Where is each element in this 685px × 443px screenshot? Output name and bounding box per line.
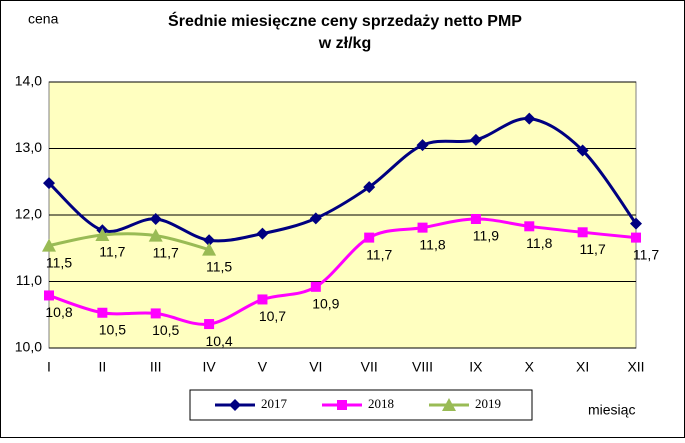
x-tick-label: I	[47, 359, 51, 375]
data-point	[257, 294, 268, 305]
chart-subtitle: w zł/kg	[318, 35, 371, 52]
data-point	[148, 228, 163, 242]
data-point	[363, 181, 376, 194]
x-tick-label: V	[258, 359, 268, 375]
y-tick-label: 12,0	[15, 206, 42, 222]
data-point	[523, 112, 536, 125]
y-axis-label: cena	[28, 11, 59, 27]
legend-label: 2017	[261, 396, 288, 411]
data-point	[364, 232, 375, 243]
x-tick-label: VIII	[412, 359, 433, 375]
legend-marker	[337, 400, 347, 410]
y-tick-label: 11,0	[16, 272, 42, 288]
data-point	[309, 212, 322, 225]
data-point	[470, 213, 481, 224]
data-label: 11,5	[206, 258, 232, 274]
data-point	[42, 238, 56, 252]
data-point	[203, 234, 216, 247]
x-tick-label: XI	[576, 359, 589, 375]
data-point	[469, 133, 482, 146]
x-tick-label: IX	[469, 359, 483, 375]
data-point	[577, 227, 588, 238]
data-label: 11,8	[419, 236, 445, 252]
data-label: 10,9	[312, 296, 339, 312]
data-label: 11,7	[633, 246, 659, 262]
data-point	[416, 139, 429, 152]
legend-marker	[229, 399, 241, 411]
data-point	[630, 217, 642, 230]
x-tick-label: VII	[361, 359, 378, 375]
data-point	[310, 281, 321, 292]
x-axis-label: miesiąc	[588, 402, 635, 418]
legend-label: 2018	[368, 396, 394, 411]
data-label: 10,8	[45, 304, 72, 320]
data-point	[204, 319, 215, 330]
chart-title: Średnie miesięczne ceny sprzedaży netto …	[168, 11, 522, 30]
data-point	[97, 307, 108, 318]
data-label: 11,8	[526, 235, 552, 251]
x-tick-label: III	[150, 359, 162, 375]
data-point	[149, 212, 162, 225]
y-tick-label: 14,0	[15, 73, 42, 89]
data-label: 10,7	[259, 308, 286, 324]
legend-label: 2019	[475, 396, 501, 411]
x-tick-label: IV	[202, 359, 216, 375]
data-label: 10,5	[99, 321, 126, 337]
y-tick-label: 10,0	[15, 339, 42, 355]
x-tick-label: XII	[627, 359, 644, 375]
data-label: 10,5	[152, 322, 179, 338]
data-point	[43, 177, 55, 190]
data-point	[256, 227, 269, 240]
data-point	[150, 308, 161, 319]
data-point	[524, 221, 535, 232]
data-label: 10,4	[205, 333, 232, 349]
data-point	[202, 242, 217, 256]
x-tick-label: VI	[309, 359, 322, 375]
data-label: 11,7	[99, 244, 125, 260]
data-label: 11,5	[46, 254, 72, 270]
data-point	[576, 144, 589, 157]
x-tick-label: X	[525, 359, 535, 375]
data-point	[95, 227, 110, 241]
data-point	[417, 222, 428, 233]
data-label: 11,7	[366, 246, 392, 262]
data-point	[631, 232, 641, 243]
data-label: 11,9	[473, 228, 499, 244]
x-tick-label: II	[98, 359, 106, 375]
data-label: 11,7	[580, 241, 606, 257]
series-line	[48, 232, 210, 252]
data-label: 11,7	[153, 244, 179, 260]
y-tick-label: 13,0	[15, 139, 42, 155]
data-point	[44, 290, 54, 301]
legend-marker	[442, 398, 456, 411]
